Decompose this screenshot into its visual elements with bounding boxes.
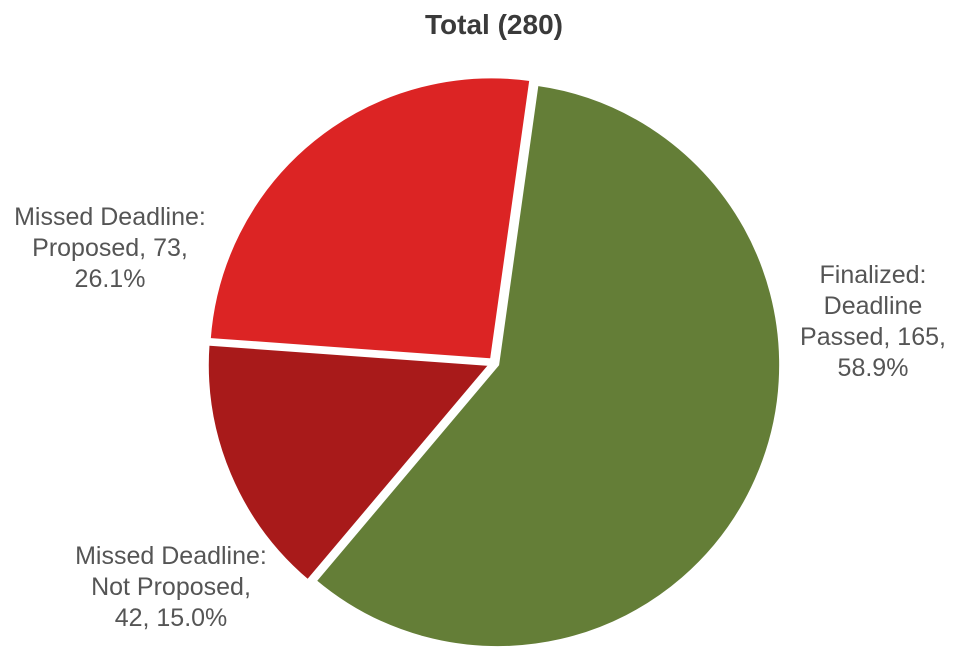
data-label-line: Proposed, 73, [32, 234, 188, 262]
data-label-line: Passed, 165, [800, 323, 946, 351]
data-label-line: Finalized: [820, 261, 927, 289]
data-label-line: Missed Deadline: [14, 203, 206, 231]
data-labels: Finalized: Deadline Passed, 165, 58.9% Misse… [14, 203, 946, 632]
slice-missed-deadline-proposed [207, 75, 533, 362]
slice-missed-deadline-not-proposed [205, 342, 494, 584]
data-label-line: Missed Deadline: [75, 542, 267, 570]
pie-slices [205, 75, 783, 647]
data-label-line: 26.1% [75, 265, 146, 293]
label-finalized-deadline-passed: Finalized: Deadline Passed, 165, 58.9% [800, 261, 946, 382]
label-missed-deadline-not-proposed: Missed Deadline: Not Proposed, 42, 15.0% [75, 542, 267, 632]
slice-finalized-deadline-passed [313, 82, 783, 647]
chart-title: Total (280) [425, 9, 563, 40]
data-label-line: 42, 15.0% [115, 604, 228, 632]
data-label-line: Deadline [824, 292, 923, 320]
label-missed-deadline-proposed: Missed Deadline: Proposed, 73, 26.1% [14, 203, 206, 293]
data-label-line: 58.9% [838, 354, 909, 382]
data-label-line: Not Proposed, [91, 573, 251, 601]
